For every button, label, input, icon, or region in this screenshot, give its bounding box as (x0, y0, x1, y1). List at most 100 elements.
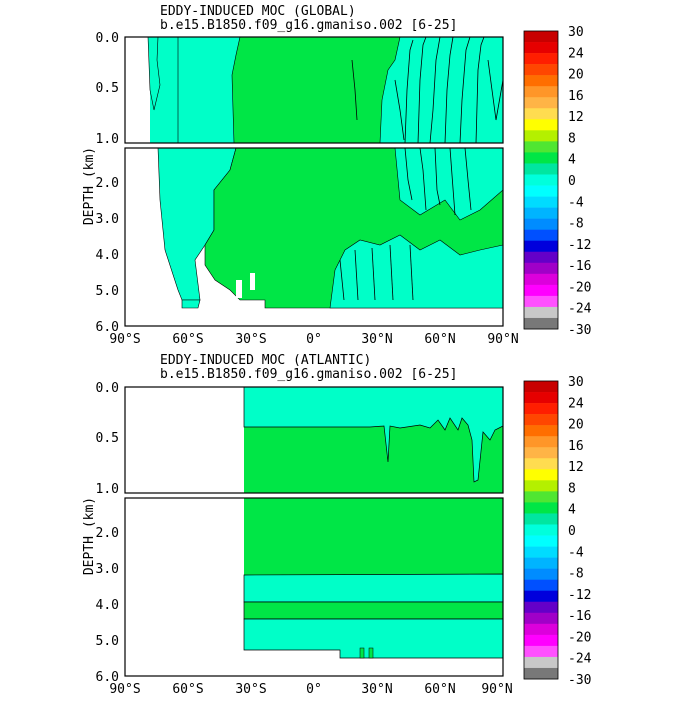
colorbar-label: -24 (568, 302, 592, 317)
atlantic-x-tick: 90°S (109, 682, 140, 697)
colorbar-swatch (524, 480, 558, 492)
colorbar-swatch (524, 656, 558, 669)
colorbar-swatch (524, 425, 558, 437)
colorbar-label: 30 (568, 25, 584, 40)
atlantic-colorbar: 30 24 20 16 12 8 4 0 -4 -8 -12 -16 -20 -24 -30 (523, 375, 592, 688)
colorbar-swatch (524, 436, 558, 448)
colorbar-swatch (524, 53, 558, 65)
colorbar-swatch (524, 218, 558, 230)
colorbar-swatch (524, 458, 558, 470)
colorbar-label: 16 (568, 439, 584, 454)
colorbar-swatch (524, 251, 558, 264)
colorbar-frame (523, 380, 559, 680)
atlantic-x-tick: 30°S (235, 682, 266, 697)
global-x-tick: 0° (306, 332, 322, 347)
colorbar-swatch (524, 502, 558, 514)
global-y-tick: 2.0 (96, 176, 119, 191)
colorbar-swatch (524, 381, 558, 393)
colorbar-swatch (524, 623, 558, 636)
colorbar-swatch (524, 317, 558, 330)
colorbar-swatch (524, 295, 558, 308)
colorbar-swatch (524, 174, 558, 186)
global-x-tick: 30°N (361, 332, 392, 347)
atlantic-bottom-positive-lower (243, 601, 504, 620)
colorbar-label: 0 (568, 174, 576, 189)
colorbar-label: -4 (568, 195, 584, 210)
colorbar-swatch (524, 546, 558, 558)
atlantic-x-tick: 90°N (481, 682, 512, 697)
colorbar-label: 20 (568, 418, 584, 433)
global-colorbar: 30 24 20 16 12 8 4 0 -4 -8 -12 -16 -20 -24 -30 (523, 25, 592, 338)
colorbar-swatch (524, 392, 558, 404)
atlantic-y-axis-label: DEPTH (km) (82, 497, 97, 575)
colorbar-swatch (524, 163, 558, 175)
atlantic-x-tick: 60°N (424, 682, 455, 697)
colorbar-label: -16 (568, 609, 591, 624)
atlantic-y-tick: 4.0 (96, 598, 119, 613)
global-top-nh-contours (351, 36, 504, 144)
atlantic-y-tick: 5.0 (96, 634, 119, 649)
colorbar-swatch (524, 196, 558, 208)
colorbar-swatch (524, 31, 558, 43)
atlantic-y-tick: 2.0 (96, 526, 119, 541)
colorbar-label: 30 (568, 375, 584, 390)
global-panel: EDDY-INDUCED MOC (GLOBAL) b.e15.B1850.f0… (82, 4, 519, 347)
colorbar-swatch (524, 284, 558, 297)
colorbar-swatch (524, 207, 558, 219)
colorbar-swatch (524, 535, 558, 547)
colorbar-swatch (524, 108, 558, 120)
colorbar-label: -30 (568, 323, 591, 338)
colorbar-label: 8 (568, 131, 576, 146)
atlantic-y-tick: 0.0 (96, 381, 119, 396)
colorbar-swatch (524, 273, 558, 286)
colorbar-swatch (524, 229, 558, 242)
global-bottom-frame (124, 147, 504, 327)
colorbar-swatch (524, 75, 558, 87)
atlantic-y-tick: 3.0 (96, 562, 119, 577)
colorbar-label: -20 (568, 280, 591, 295)
atlantic-y-tick: 6.0 (96, 670, 119, 685)
colorbar-label: 24 (568, 46, 584, 61)
colorbar-label: 24 (568, 396, 584, 411)
colorbar-swatch (524, 645, 558, 658)
global-subtitle: b.e15.B1850.f09_g16.gmaniso.002 [6-25] (160, 18, 457, 33)
colorbar-swatch (524, 634, 558, 647)
global-x-ticks: 90°S 60°S 30°S 0° 30°N 60°N 90°N (109, 332, 518, 347)
colorbar-label: 4 (568, 503, 576, 518)
colorbar-swatch (524, 403, 558, 415)
global-x-tick: 90°S (109, 332, 140, 347)
colorbar-swatch (524, 152, 558, 164)
colorbar-label: 4 (568, 153, 576, 168)
global-bottom-missing-2 (250, 273, 255, 290)
colorbar-swatch (524, 262, 558, 275)
colorbar-label: -24 (568, 652, 592, 667)
global-x-tick: 60°N (424, 332, 455, 347)
colorbar-label: -12 (568, 238, 591, 253)
colorbar-swatch (524, 141, 558, 153)
global-y-axis-label: DEPTH (km) (82, 147, 97, 225)
atlantic-top-frame (124, 386, 504, 494)
colorbar-label: 12 (568, 110, 584, 125)
atlantic-x-tick: 0° (306, 682, 322, 697)
global-bottom-missing-1 (236, 280, 242, 298)
colorbar-label: -8 (568, 217, 584, 232)
colorbar-swatch (524, 568, 558, 580)
global-bottom-negative-floor (181, 299, 201, 309)
colorbar-swatch (524, 601, 558, 614)
colorbar-label: 8 (568, 481, 576, 496)
colorbar-label: 20 (568, 68, 584, 83)
atlantic-top-negative-layer (243, 386, 504, 483)
global-y-tick: 5.0 (96, 284, 119, 299)
colorbar-swatch (524, 42, 558, 54)
global-y-tick: 0.0 (96, 31, 119, 46)
colorbar-swatch (524, 306, 558, 319)
global-x-tick: 90°N (487, 332, 518, 347)
atlantic-bottom-positive-spot (368, 647, 374, 659)
atlantic-y-ticks: 0.0 0.5 1.0 2.0 3.0 4.0 5.0 6.0 (96, 381, 119, 685)
colorbar-swatch (524, 86, 558, 98)
global-y-tick: 6.0 (96, 320, 119, 335)
colorbar-label: -16 (568, 259, 591, 274)
colorbar-label: 12 (568, 460, 584, 475)
global-bottom-nh-contours (339, 147, 472, 301)
